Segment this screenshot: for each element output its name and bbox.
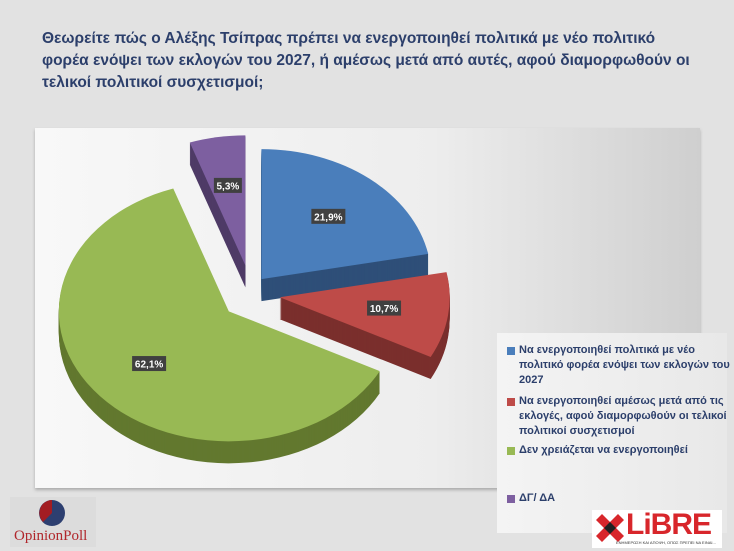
legend-swatch [507, 398, 515, 406]
legend-swatch [507, 447, 515, 455]
libre-tagline: ΕΝΗΜΕΡΩΣΗ ΚΑΙ ΑΠΟΨΗ, ΟΠΩΣ ΠΡΕΠΕΙ ΝΑ ΕΙΝΑ… [616, 540, 716, 545]
data-label: 21,9% [314, 212, 342, 223]
legend-item: Να ενεργοποιηθεί πολιτικά με νέο πολιτικ… [507, 343, 734, 388]
libre-text: LiBRE [626, 508, 712, 541]
libre-mark-icon [596, 514, 624, 542]
legend-label: Να ενεργοποιηθεί πολιτικά με νέο πολιτικ… [519, 344, 730, 386]
legend-item: ΔΓ/ ΔΑ [507, 491, 734, 506]
legend: Να ενεργοποιηθεί πολιτικά με νέο πολιτικ… [497, 333, 730, 533]
pie-slice-4 [189, 135, 246, 266]
data-label: 5,3% [216, 181, 239, 192]
pie-slice-3 [58, 188, 380, 442]
plot-area: 21,9% 10,7% 62,1% 5,3% Να ενεργοποιηθεί πολ… [35, 128, 730, 533]
legend-item: Να ενεργοποιηθεί αμέσως μετά από τις εκλ… [507, 394, 734, 439]
chart-title: Θεωρείτε πώς ο Αλέξης Τσίπρας πρέπει να … [42, 30, 690, 91]
legend-swatch [507, 495, 515, 503]
opinionpoll-pie-icon [39, 500, 65, 526]
legend-swatch [507, 347, 515, 355]
opinionpoll-text: OpinionPoll [14, 528, 88, 544]
data-label: 10,7% [370, 304, 398, 315]
legend-label: ΔΓ/ ΔΑ [519, 492, 556, 504]
data-label: 62,1% [135, 360, 163, 371]
legend-item: Δεν χρειάζεται να ενεργοποιηθεί [507, 443, 734, 458]
pie-slice-2 [279, 272, 450, 357]
opinionpoll-logo: OpinionPoll [10, 497, 96, 547]
legend-label: Να ενεργοποιηθεί αμέσως μετά από τις εκλ… [519, 395, 727, 437]
legend-label: Δεν χρειάζεται να ενεργοποιηθεί [519, 444, 688, 456]
data-label-box [213, 177, 242, 193]
libre-logo: LiBRE ΕΝΗΜΕΡΩΣΗ ΚΑΙ ΑΠΟΨΗ, ΟΠΩΣ ΠΡΕΠΕΙ Ν… [592, 508, 722, 548]
data-label-box [367, 300, 402, 316]
data-label-box [132, 356, 167, 372]
data-label-box [311, 208, 346, 224]
pie-chart: 21,9% 10,7% 62,1% 5,3% [58, 135, 450, 464]
